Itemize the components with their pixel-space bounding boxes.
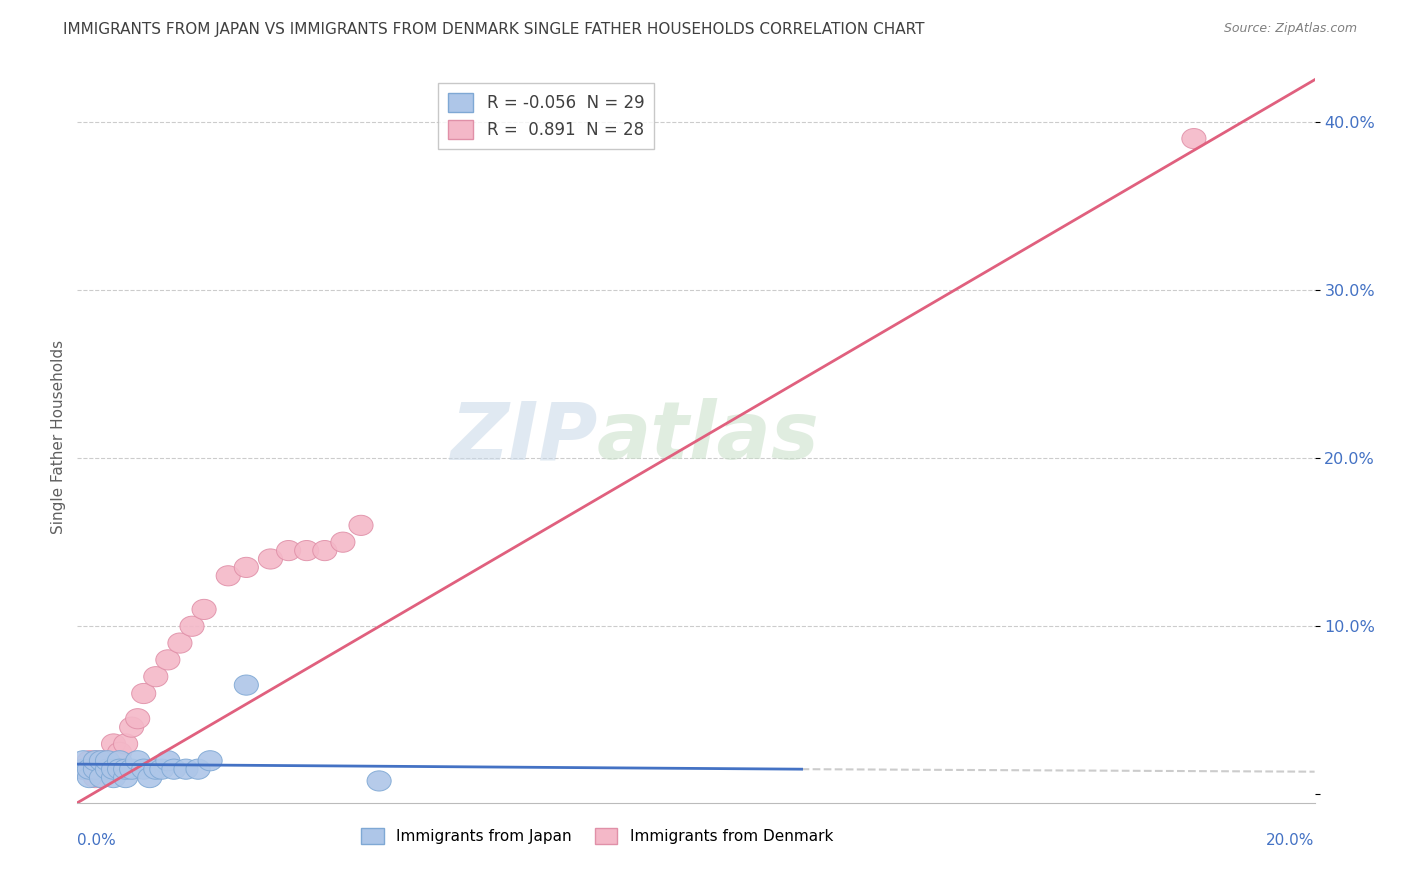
Ellipse shape xyxy=(295,541,319,561)
Ellipse shape xyxy=(162,759,186,780)
Ellipse shape xyxy=(150,759,174,780)
Ellipse shape xyxy=(235,558,259,577)
Ellipse shape xyxy=(90,759,114,780)
Ellipse shape xyxy=(186,759,209,780)
Ellipse shape xyxy=(277,541,301,561)
Ellipse shape xyxy=(143,666,167,687)
Text: ZIP: ZIP xyxy=(450,398,598,476)
Ellipse shape xyxy=(114,767,138,788)
Ellipse shape xyxy=(107,742,132,763)
Ellipse shape xyxy=(1182,128,1206,149)
Ellipse shape xyxy=(349,516,373,535)
Ellipse shape xyxy=(83,751,107,771)
Ellipse shape xyxy=(90,751,114,771)
Ellipse shape xyxy=(330,533,354,552)
Ellipse shape xyxy=(217,566,240,586)
Ellipse shape xyxy=(114,759,138,780)
Ellipse shape xyxy=(96,751,120,771)
Ellipse shape xyxy=(77,751,101,771)
Ellipse shape xyxy=(138,767,162,788)
Ellipse shape xyxy=(259,549,283,569)
Y-axis label: Single Father Households: Single Father Households xyxy=(51,340,66,534)
Ellipse shape xyxy=(96,751,120,771)
Ellipse shape xyxy=(312,541,337,561)
Ellipse shape xyxy=(120,717,143,737)
Ellipse shape xyxy=(132,683,156,704)
Ellipse shape xyxy=(83,751,107,771)
Text: 0.0%: 0.0% xyxy=(77,833,117,848)
Ellipse shape xyxy=(77,767,101,788)
Ellipse shape xyxy=(96,759,120,780)
Ellipse shape xyxy=(107,751,132,771)
Ellipse shape xyxy=(83,759,107,780)
Ellipse shape xyxy=(180,616,204,636)
Ellipse shape xyxy=(114,734,138,754)
Ellipse shape xyxy=(72,751,96,771)
Ellipse shape xyxy=(90,767,114,788)
Text: Source: ZipAtlas.com: Source: ZipAtlas.com xyxy=(1223,22,1357,36)
Ellipse shape xyxy=(77,759,101,780)
Ellipse shape xyxy=(96,759,120,780)
Ellipse shape xyxy=(367,771,391,791)
Text: IMMIGRANTS FROM JAPAN VS IMMIGRANTS FROM DENMARK SINGLE FATHER HOUSEHOLDS CORREL: IMMIGRANTS FROM JAPAN VS IMMIGRANTS FROM… xyxy=(63,22,925,37)
Ellipse shape xyxy=(193,599,217,620)
Ellipse shape xyxy=(132,759,156,780)
Ellipse shape xyxy=(167,633,193,653)
Ellipse shape xyxy=(107,759,132,780)
Ellipse shape xyxy=(101,734,125,754)
Ellipse shape xyxy=(235,675,259,695)
Ellipse shape xyxy=(120,759,143,780)
Ellipse shape xyxy=(72,759,96,780)
Ellipse shape xyxy=(83,767,107,788)
Ellipse shape xyxy=(156,751,180,771)
Text: 20.0%: 20.0% xyxy=(1267,833,1315,848)
Ellipse shape xyxy=(101,767,125,788)
Ellipse shape xyxy=(174,759,198,780)
Ellipse shape xyxy=(90,751,114,771)
Text: atlas: atlas xyxy=(598,398,820,476)
Ellipse shape xyxy=(156,649,180,670)
Ellipse shape xyxy=(125,708,150,729)
Ellipse shape xyxy=(143,759,167,780)
Legend: Immigrants from Japan, Immigrants from Denmark: Immigrants from Japan, Immigrants from D… xyxy=(354,822,839,850)
Ellipse shape xyxy=(198,751,222,771)
Ellipse shape xyxy=(72,759,96,780)
Ellipse shape xyxy=(125,751,150,771)
Ellipse shape xyxy=(101,759,125,780)
